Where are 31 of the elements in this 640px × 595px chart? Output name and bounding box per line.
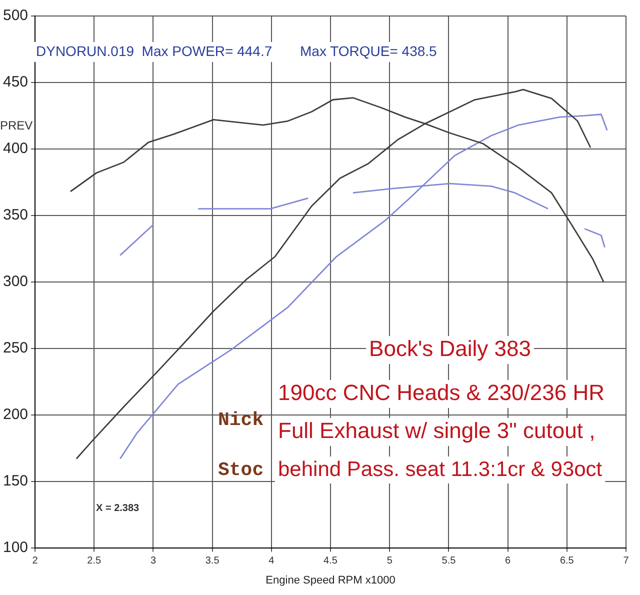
y-tick-label: 250 — [2, 340, 28, 357]
annotation: X = 2.383 — [96, 502, 140, 514]
x-tick-label: 5.5 — [442, 556, 456, 567]
annotation: Full Exhaust w/ single 3" cutout , — [278, 418, 596, 444]
annotation: behind Pass. seat 11.3:1cr & 93oct — [278, 458, 602, 481]
y-tick-label: 150 — [2, 472, 28, 490]
x-tick-label: 3 — [150, 556, 156, 567]
y-tick-label: 200 — [2, 406, 28, 423]
text: PREV — [0, 118, 33, 132]
annotation: DYNORUN.019 Max POWER= 444.7 — [36, 42, 272, 59]
y-tick-label: 450 — [2, 74, 28, 91]
x-tick-label: 6 — [505, 556, 512, 567]
annotation: Max TORQUE= 438.5 — [300, 42, 438, 59]
x-axis-title: Engine Speed RPM x1000 — [266, 574, 396, 586]
x-tick-label: 2.5 — [87, 556, 102, 567]
x-tick-label: 6.5 — [560, 556, 574, 567]
x-tick-label: 7 — [623, 556, 630, 567]
y-tick-label: 300 — [2, 273, 28, 290]
annotation: Nick — [218, 408, 264, 431]
annotation: Stoc — [218, 458, 264, 481]
x-tick-label: 4.5 — [324, 556, 338, 567]
y-tick-label: 350 — [2, 206, 28, 224]
annotation: Bock's Daily 383 — [369, 336, 531, 362]
x-tick-label: 4 — [268, 556, 275, 567]
x-tick-label: 3.5 — [205, 556, 220, 567]
x-tick-label: 2 — [32, 556, 38, 567]
x-tick-label: 5 — [386, 556, 393, 567]
y-tick-label: 100 — [2, 538, 28, 556]
y-tick-label: 500 — [2, 7, 28, 24]
annotation: 190cc CNC Heads & 230/236 HR — [278, 380, 604, 406]
y-tick-label: 400 — [2, 140, 28, 158]
